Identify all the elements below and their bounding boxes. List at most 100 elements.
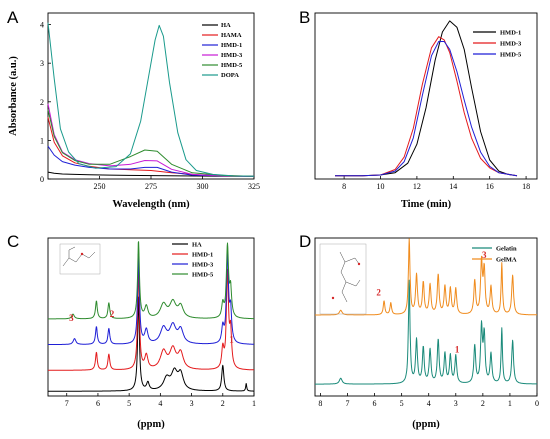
legend-item-gelma: GelMA — [472, 257, 517, 264]
panel-c-xtick-label: 5 — [127, 399, 131, 408]
panel-c-structure-icon — [59, 243, 101, 275]
panel-a: A 250 275 300 325 0 1 2 3 4 HA HAMA HMD-1 HMD-3 … — [7, 8, 260, 210]
panel-a-letter: A — [7, 8, 19, 27]
panel-d-xtick-label: 4 — [427, 399, 431, 408]
peak-label-2: 2 — [376, 287, 381, 297]
panel-d-frame — [314, 237, 538, 397]
panel-c-peak-labels: 1 2 3 — [69, 309, 234, 345]
legend-item-hmd-3: HMD-3 — [172, 262, 214, 269]
panel-b-series — [335, 20, 518, 177]
panel-b-xtick-label: 12 — [413, 182, 421, 191]
panel-b-letter: B — [299, 8, 310, 27]
legend-label-hmd-1: HMD-1 — [221, 42, 242, 49]
panel-a-ticks: 250 275 300 325 0 1 2 3 4 — [40, 21, 260, 191]
panel-a-xtick-label: 250 — [94, 182, 106, 191]
legend-item-hama: HAMA — [202, 32, 242, 39]
molecule-atom-icon — [80, 252, 84, 256]
legend-label-gelatin: Gelatin — [496, 246, 517, 253]
panel-a-xtick-label: 325 — [248, 182, 260, 191]
panel-d-xtick-label: 0 — [535, 399, 539, 408]
panel-d-xtick-label: 8 — [318, 399, 322, 408]
panel-b-xlabel: Time (min) — [401, 199, 452, 210]
legend-label-dopa: DOPA — [221, 72, 239, 79]
legend-item-gelatin: Gelatin — [472, 246, 517, 253]
legend-label-hmd-1: HMD-1 — [500, 30, 521, 37]
panel-c-xtick-label: 2 — [221, 399, 225, 408]
legend-item-dopa: DOPA — [202, 72, 239, 79]
peak-label-3: 3 — [69, 313, 74, 323]
panel-d-xtick-label: 2 — [481, 399, 485, 408]
panel-d-ticks: 8 7 6 5 4 3 2 1 0 — [318, 393, 539, 408]
panel-d-series — [314, 238, 538, 385]
panel-c: C 7 6 5 4 3 2 1 HA HMD-1 HMD-3 HMD-5 1 2 3 (ppm) — [7, 232, 256, 430]
panel-a-xlabel: Wavelength (nm) — [112, 199, 190, 210]
series-line-hmd-5 — [47, 109, 255, 177]
panel-a-series — [47, 22, 255, 177]
legend-item-hmd-3: HMD-3 — [473, 41, 522, 48]
panel-c-xtick-label: 4 — [158, 399, 162, 408]
series-line-gelatin — [314, 279, 538, 385]
legend-label-hmd-3: HMD-3 — [192, 262, 214, 269]
panel-b-xtick-label: 10 — [377, 182, 385, 191]
molecule-branch-icon — [68, 246, 76, 258]
series-line-hmd-5 — [47, 241, 255, 320]
panel-b-xtick-label: 18 — [522, 182, 530, 191]
panel-c-series — [47, 241, 255, 392]
peak-label-1: 1 — [229, 335, 234, 345]
panel-d-structure-icon — [319, 243, 367, 315]
peak-label-1: 1 — [455, 345, 460, 355]
panel-a-ytick-label: 3 — [40, 59, 44, 68]
panel-c-legend: HA HMD-1 HMD-3 HMD-5 — [172, 242, 214, 279]
panel-d: D 8 7 6 5 4 3 2 1 0 Gelatin GelMA 1 2 3 (ppm) — [299, 232, 539, 430]
panel-b-xtick-label: 8 — [342, 182, 346, 191]
panel-a-xtick-label: 300 — [197, 182, 209, 191]
legend-label-hmd-1: HMD-1 — [192, 252, 213, 259]
panel-d-legend: Gelatin GelMA — [472, 246, 517, 264]
molecule-chain-icon — [339, 251, 348, 303]
panel-c-xtick-label: 1 — [252, 399, 256, 408]
legend-label-hmd-5: HMD-5 — [192, 272, 214, 279]
panel-b-xtick-label: 16 — [486, 182, 494, 191]
series-line-hmd-1 — [47, 145, 255, 177]
panel-c-frame — [47, 237, 255, 397]
legend-label-gelma: GelMA — [496, 257, 517, 264]
peak-label-3: 3 — [482, 250, 487, 260]
series-line-hmd-5 — [335, 41, 518, 177]
molecule-atom-icon — [331, 296, 335, 300]
panel-b-frame — [314, 12, 538, 180]
series-line-ha — [47, 296, 255, 392]
panel-a-ylabel: Absorbance (a.u.) — [8, 56, 19, 136]
peak-label-2: 2 — [110, 309, 115, 319]
panel-d-xtick-label: 6 — [373, 399, 377, 408]
legend-item-hmd-3: HMD-3 — [202, 52, 243, 59]
series-line-hmd-3 — [335, 36, 518, 177]
panel-c-xtick-label: 3 — [190, 399, 194, 408]
panel-b-legend: HMD-1 HMD-3 HMD-5 — [473, 30, 522, 59]
legend-item-hmd-1: HMD-1 — [473, 30, 521, 37]
panel-c-xtick-label: 7 — [65, 399, 69, 408]
series-line-hmd-1 — [47, 266, 255, 371]
panel-d-xtick-label: 1 — [508, 399, 512, 408]
panel-a-legend: HA HAMA HMD-1 HMD-3 HMD-5 DOPA — [202, 22, 243, 79]
panel-a-ytick-label: 0 — [40, 175, 44, 184]
panel-d-xlabel: (ppm) — [412, 419, 440, 430]
panel-c-xlabel: (ppm) — [137, 419, 165, 430]
panel-b: B 8 10 12 14 16 18 HMD-1 HMD-3 HMD-5 Time (mi… — [299, 8, 538, 210]
panel-c-xtick-label: 6 — [96, 399, 100, 408]
molecule-branch-icon — [345, 279, 361, 287]
panel-c-letter: C — [7, 232, 19, 251]
series-line-ha — [47, 171, 254, 177]
legend-label-hmd-5: HMD-5 — [221, 62, 243, 69]
series-line-hmd-3 — [47, 251, 255, 346]
legend-item-hmd-5: HMD-5 — [202, 62, 243, 69]
panel-d-xtick-label: 5 — [400, 399, 404, 408]
legend-label-ha: HA — [192, 242, 202, 249]
molecule-chain-icon — [62, 251, 96, 267]
panel-d-xtick-label: 3 — [454, 399, 458, 408]
panel-c-ticks: 7 6 5 4 3 2 1 — [65, 393, 256, 408]
structure-sketch-box — [59, 243, 101, 275]
panel-a-xtick-label: 275 — [145, 182, 157, 191]
legend-item-hmd-5: HMD-5 — [473, 52, 522, 59]
legend-item-ha: HA — [172, 242, 202, 249]
